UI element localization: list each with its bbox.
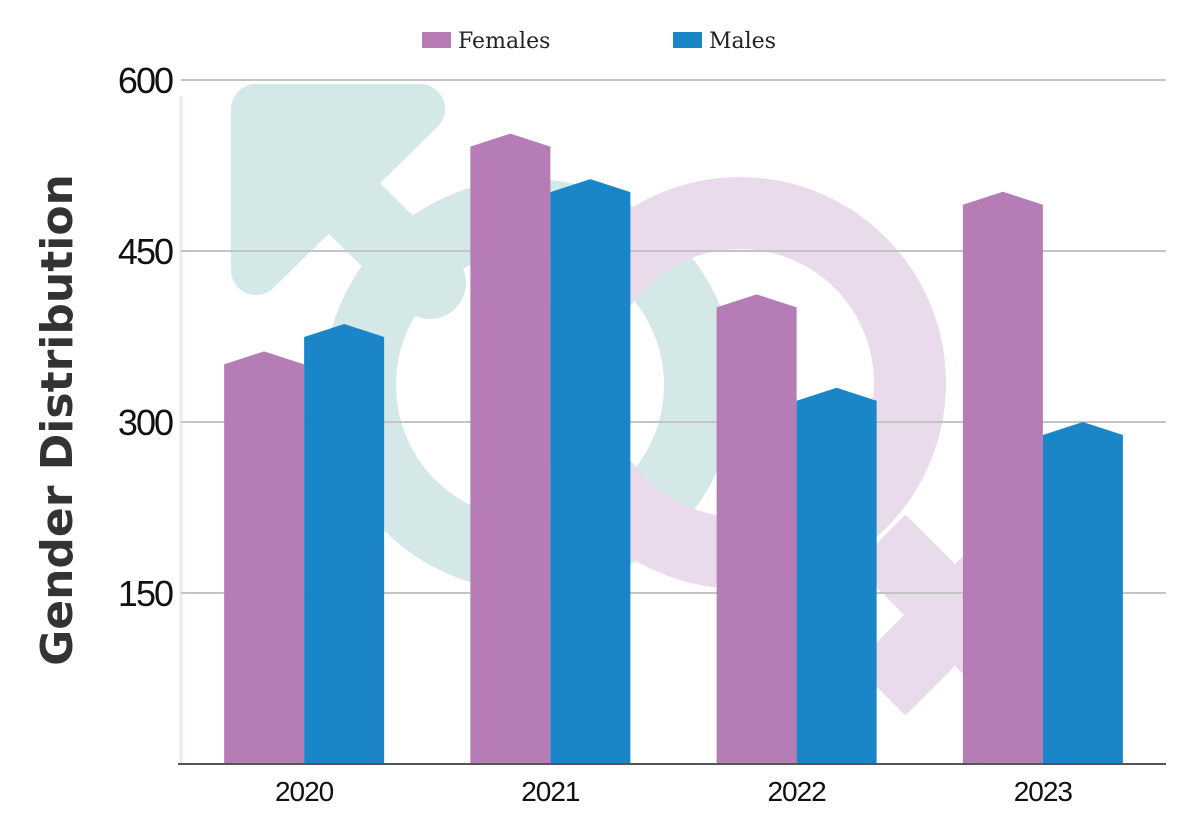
- y-tick-label: 600: [118, 60, 173, 101]
- x-tick-label: 2021: [521, 776, 580, 807]
- bar-females-2020: [224, 351, 305, 764]
- bar-males-2023: [1042, 422, 1123, 764]
- bar-females-2021: [470, 133, 551, 764]
- legend-label-females: Females: [458, 29, 550, 54]
- y-tick-label: 450: [118, 231, 173, 272]
- x-tick-label: 2023: [1014, 776, 1073, 807]
- bar-males-2022: [796, 387, 877, 764]
- bar-females-2022: [716, 294, 797, 764]
- legend-label-males: Males: [709, 29, 776, 54]
- bar-males-2021: [550, 179, 631, 764]
- y-axis-label: Gender Distribution: [32, 174, 83, 666]
- bars: [224, 133, 1123, 765]
- bar-females-2023: [962, 191, 1043, 765]
- bar-males-2020: [304, 323, 385, 764]
- y-tick-label: 300: [118, 402, 173, 443]
- y-tick-label: 150: [118, 573, 173, 614]
- y-tick-labels: 150 300 450 600: [118, 60, 175, 614]
- x-tick-label: 2020: [275, 776, 334, 807]
- x-tick-labels: 2020 2021 2022 2023: [275, 776, 1073, 807]
- x-tick-label: 2022: [767, 776, 826, 807]
- legend-swatch-males: [673, 32, 702, 48]
- legend-swatch-females: [422, 32, 451, 48]
- legend: Females Males: [422, 29, 776, 54]
